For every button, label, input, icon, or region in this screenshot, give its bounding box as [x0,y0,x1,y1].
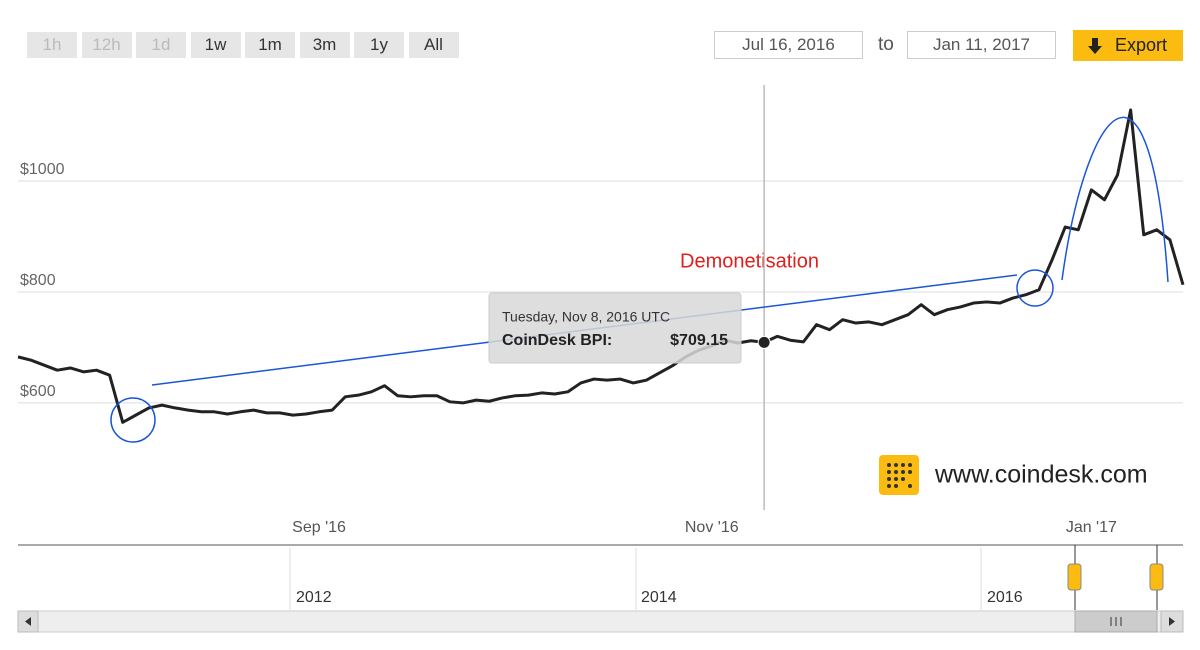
range-button[interactable]: 1y [354,32,404,58]
watermark: www.coindesk.com [934,461,1148,489]
y-tick-label: $600 [20,383,56,400]
export-button[interactable]: Export [1073,30,1183,61]
range-button: 1d [136,32,186,58]
scroll-left[interactable] [17,610,39,633]
y-tick-label: $1000 [20,161,65,178]
range-button[interactable]: 1w [190,32,241,58]
hover-dot [757,335,771,349]
from-date[interactable]: Jul 16, 2016 [714,31,863,59]
y-tick-label: $800 [20,272,56,289]
x-tick-label: Nov '16 [685,519,739,536]
logo [879,455,919,495]
annotation: Demonetisation [680,250,819,272]
export-label: Export [1115,35,1168,55]
range-button: 12h [81,32,132,58]
navigator-year: 2014 [641,589,677,606]
highlight-circle [110,397,156,443]
navigator-year: 2012 [296,589,332,606]
tooltip-title: Tuesday, Nov 8, 2016 UTC [502,309,670,325]
to-date[interactable]: Jan 11, 2017 [907,31,1056,59]
logo-dots [887,463,912,488]
tooltip-label: CoinDesk BPI: [502,332,612,349]
scrollbar-track[interactable] [17,610,1184,633]
trend-line [151,274,1018,386]
navigator-handle[interactable] [1067,563,1082,591]
tooltip-value: $709.15 [670,332,728,349]
scrollbar-thumb[interactable] [1074,610,1158,633]
navigator-handle[interactable] [1149,563,1164,591]
peak-arc [1061,116,1169,283]
highlight-circle [1016,269,1054,307]
scroll-left-icon [25,617,31,626]
scroll-right[interactable] [1160,610,1184,633]
x-tick-label: Sep '16 [292,519,346,536]
range-button[interactable]: 1m [245,32,295,58]
x-tick-label: Jan '17 [1066,519,1117,536]
thumb-grip [1110,617,1122,626]
price-line [17,108,1185,424]
to-label: to [878,34,894,55]
range-button[interactable]: All [408,32,459,58]
navigator-year: 2016 [987,589,1023,606]
range-button: 1h [27,32,77,58]
scroll-right-icon [1169,617,1175,626]
tooltip-box [488,292,742,364]
range-button[interactable]: 3m [299,32,350,58]
export-icon [1088,38,1102,54]
